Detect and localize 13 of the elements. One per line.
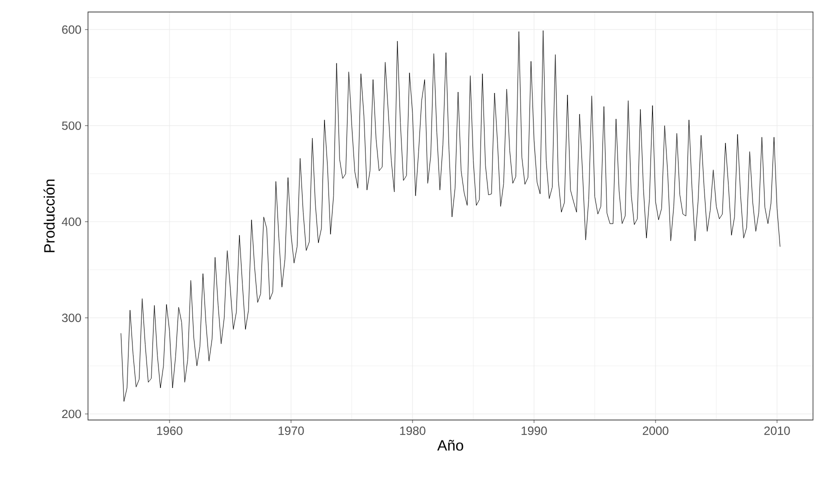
x-tick-label: 1960 — [157, 426, 182, 435]
y-tick-label: 500 — [62, 121, 82, 130]
x-tick-label: 2010 — [764, 426, 790, 435]
y-tick-label: 300 — [62, 314, 82, 322]
y-tick-label: 200 — [62, 410, 82, 418]
x-tick-label: 1980 — [400, 426, 426, 435]
y-tick-label: 400 — [62, 218, 82, 226]
x-tick-label: 1970 — [278, 426, 304, 435]
x-tick-label: 1990 — [522, 426, 547, 435]
x-tick-label: 2000 — [642, 426, 668, 435]
y-axis-title: Producción — [44, 180, 55, 252]
y-tick-label: 600 — [62, 25, 82, 34]
x-axis-title: Año — [437, 440, 464, 451]
